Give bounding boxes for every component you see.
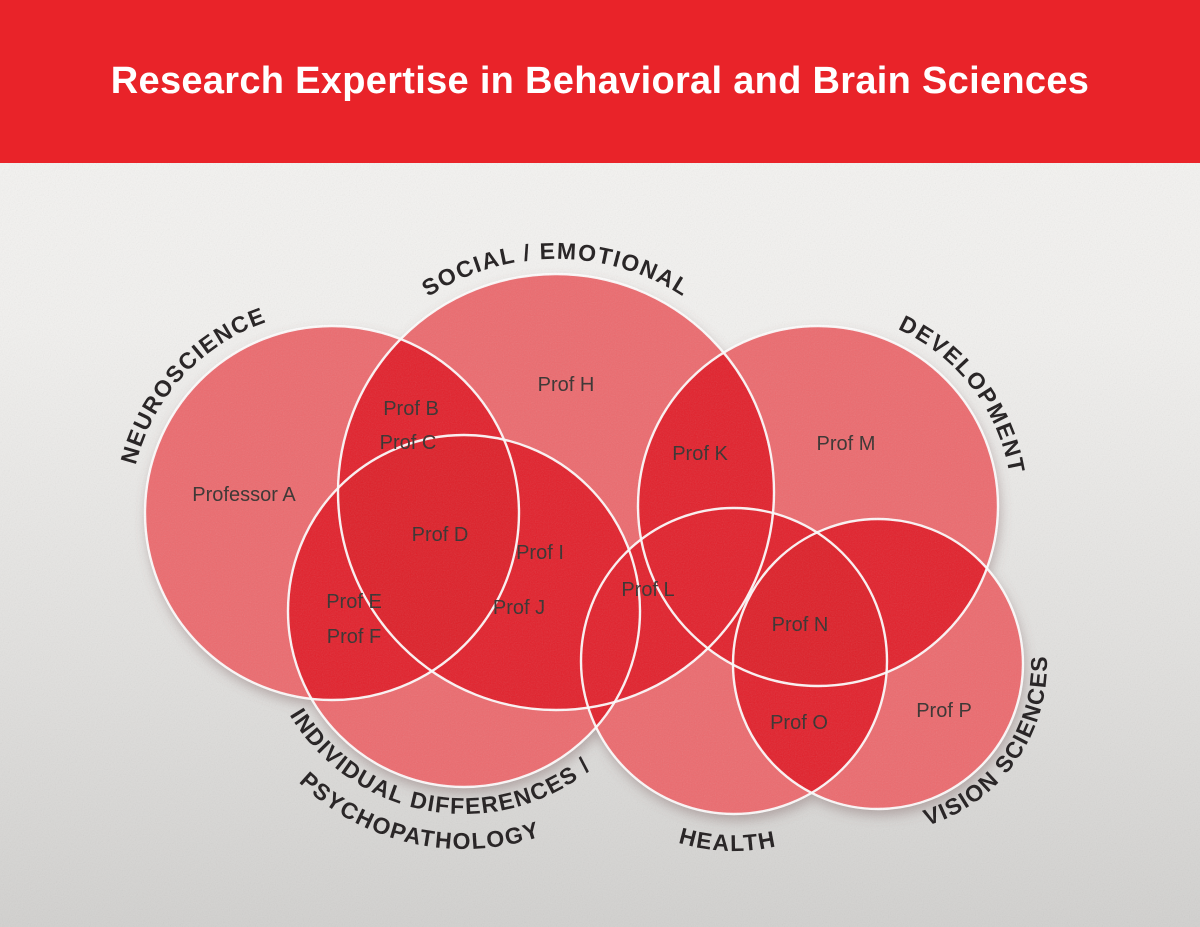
page-title: Research Expertise in Behavioral and Bra… [110,60,1090,102]
header-band: Research Expertise in Behavioral and Bra… [0,0,1200,163]
paper-texture-overlay [0,163,1200,927]
